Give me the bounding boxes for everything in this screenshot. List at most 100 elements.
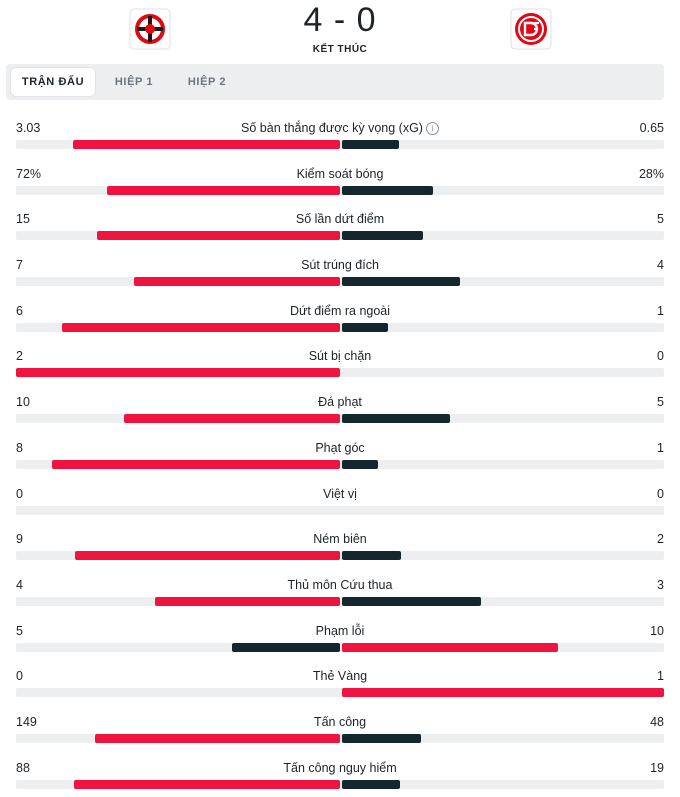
stat-label-text: Số bàn thắng được kỳ vọng (xG) bbox=[241, 121, 423, 135]
stat-label-text: Phạm lỗi bbox=[315, 623, 365, 638]
stat-label-text: Ném biên bbox=[313, 532, 367, 547]
home-value: 88 bbox=[16, 760, 30, 775]
stat-bar-track bbox=[16, 231, 664, 241]
away-bar bbox=[342, 459, 378, 469]
stat-bar-track bbox=[16, 596, 664, 606]
stat-bar-track bbox=[16, 322, 664, 332]
tab-second-half[interactable]: HIỆP 2 bbox=[187, 76, 227, 88]
stat-label: Phạm lỗi bbox=[0, 623, 680, 639]
home-value: 3.03 bbox=[16, 121, 41, 135]
info-icon[interactable]: i bbox=[425, 122, 439, 135]
home-bar bbox=[134, 277, 340, 287]
home-bar bbox=[95, 733, 340, 743]
away-value: 10 bbox=[650, 623, 664, 638]
stat-label: Số bàn thắng được kỳ vọng (xG) i bbox=[0, 120, 680, 136]
stat-label-text: Thủ môn Cứu thua bbox=[287, 577, 393, 592]
home-bar bbox=[52, 459, 340, 469]
stat-label-text: Sút bị chặn bbox=[308, 349, 372, 364]
stat-label: Tấn công nguy hiểm bbox=[0, 760, 680, 776]
stat-label: Ném biên bbox=[0, 531, 680, 547]
stat-label: Kiểm soát bóng bbox=[0, 166, 680, 182]
away-bar bbox=[342, 779, 400, 789]
stat-row: 10 Đá phạt 5 bbox=[0, 386, 680, 432]
period-tabs: TRẬN ĐẤU HIỆP 1 HIỆP 2 bbox=[6, 64, 664, 100]
stat-row: 5 Phạm lỗi 10 bbox=[0, 615, 680, 661]
stat-label: Sút trúng đích bbox=[0, 257, 680, 273]
home-value: 6 bbox=[16, 303, 23, 318]
stat-bar-track bbox=[16, 277, 664, 287]
away-value: 2 bbox=[657, 532, 664, 547]
stat-label-text: Số lần dứt điểm bbox=[295, 212, 385, 227]
home-bar bbox=[75, 551, 340, 561]
stat-bar-track bbox=[16, 733, 664, 743]
stat-label-text: Dứt điểm ra ngoài bbox=[289, 303, 391, 318]
away-bar bbox=[342, 551, 401, 561]
stat-bar-track bbox=[16, 368, 664, 378]
away-bar bbox=[342, 231, 423, 241]
home-value: 4 bbox=[16, 577, 23, 592]
away-bar bbox=[342, 596, 481, 606]
stat-label-text: Đá phạt bbox=[318, 395, 362, 410]
home-bar bbox=[232, 642, 340, 652]
away-value: 1 bbox=[657, 303, 664, 318]
tab-first-half[interactable]: HIỆP 1 bbox=[114, 76, 154, 88]
stat-label: Số lần dứt điểm bbox=[0, 211, 680, 227]
stat-row: 8 Phạt góc 1 bbox=[0, 432, 680, 478]
stat-label: Thẻ Vàng bbox=[0, 668, 680, 684]
home-bar bbox=[73, 140, 340, 149]
stat-row: 7 Sút trúng đích 4 bbox=[0, 249, 680, 295]
home-bar bbox=[16, 368, 340, 378]
stat-label-text: Phạt góc bbox=[315, 440, 365, 455]
fortuna-dusseldorf-logo[interactable] bbox=[510, 8, 552, 50]
stat-bar-track bbox=[16, 459, 664, 469]
stat-bar-track bbox=[16, 505, 664, 515]
home-bar bbox=[124, 414, 340, 424]
stat-row: 72% Kiểm soát bóng 28% bbox=[0, 158, 680, 204]
stat-bar-track bbox=[16, 779, 664, 789]
home-value: 5 bbox=[16, 623, 23, 638]
stat-label: Phạt góc bbox=[0, 440, 680, 456]
home-value: 0 bbox=[16, 486, 23, 501]
away-value: 1 bbox=[657, 669, 664, 684]
home-value: 0 bbox=[16, 669, 23, 684]
bayer-leverkusen-logo[interactable] bbox=[129, 8, 171, 50]
home-value: 2 bbox=[16, 349, 23, 364]
stat-bar-track bbox=[16, 185, 664, 195]
stat-row: 88 Tấn công nguy hiểm 19 bbox=[0, 752, 680, 797]
stat-label-text: Thẻ Vàng bbox=[312, 669, 368, 684]
stat-row: 15 Số lần dứt điểm 5 bbox=[0, 203, 680, 249]
stat-label: Tấn công bbox=[0, 714, 680, 730]
stat-label: Việt vị bbox=[0, 486, 680, 502]
home-bar bbox=[62, 322, 340, 332]
stat-label-text: Việt vị bbox=[323, 486, 357, 501]
away-value: 28% bbox=[638, 166, 664, 181]
stat-row: 4 Thủ môn Cứu thua 3 bbox=[0, 569, 680, 615]
tab-match[interactable]: TRẬN ĐẤU bbox=[11, 68, 95, 96]
away-value: 0 bbox=[657, 486, 664, 501]
home-bar bbox=[107, 185, 340, 195]
away-bar bbox=[342, 322, 388, 332]
stat-label: Thủ môn Cứu thua bbox=[0, 577, 680, 593]
home-value: 9 bbox=[16, 532, 23, 547]
stat-bar-track bbox=[16, 642, 664, 652]
stats-list: 3.03 Số bàn thắng được kỳ vọng (xG) i 0.65 7… bbox=[0, 112, 680, 797]
home-bar bbox=[155, 596, 340, 606]
away-value: 0.65 bbox=[639, 121, 664, 135]
away-value: 19 bbox=[650, 760, 664, 775]
home-value: 15 bbox=[16, 212, 30, 227]
stat-row: 2 Sút bị chặn 0 bbox=[0, 340, 680, 386]
away-value: 48 bbox=[650, 714, 664, 729]
stat-row: 149 Tấn công 48 bbox=[0, 706, 680, 752]
stat-row: 0 Thẻ Vàng 1 bbox=[0, 660, 680, 706]
stat-row: 3.03 Số bàn thắng được kỳ vọng (xG) i 0.65 bbox=[0, 112, 680, 158]
home-bar bbox=[97, 231, 340, 241]
stat-bar-track bbox=[16, 140, 664, 149]
stat-label: Đá phạt bbox=[0, 394, 680, 410]
match-score: 4 - 0 bbox=[303, 1, 377, 39]
stat-row: 9 Ném biên 2 bbox=[0, 523, 680, 569]
away-value: 5 bbox=[657, 395, 664, 410]
away-bar bbox=[342, 414, 450, 424]
home-value: 10 bbox=[16, 395, 30, 410]
away-value: 1 bbox=[657, 440, 664, 455]
away-bar bbox=[342, 185, 433, 195]
